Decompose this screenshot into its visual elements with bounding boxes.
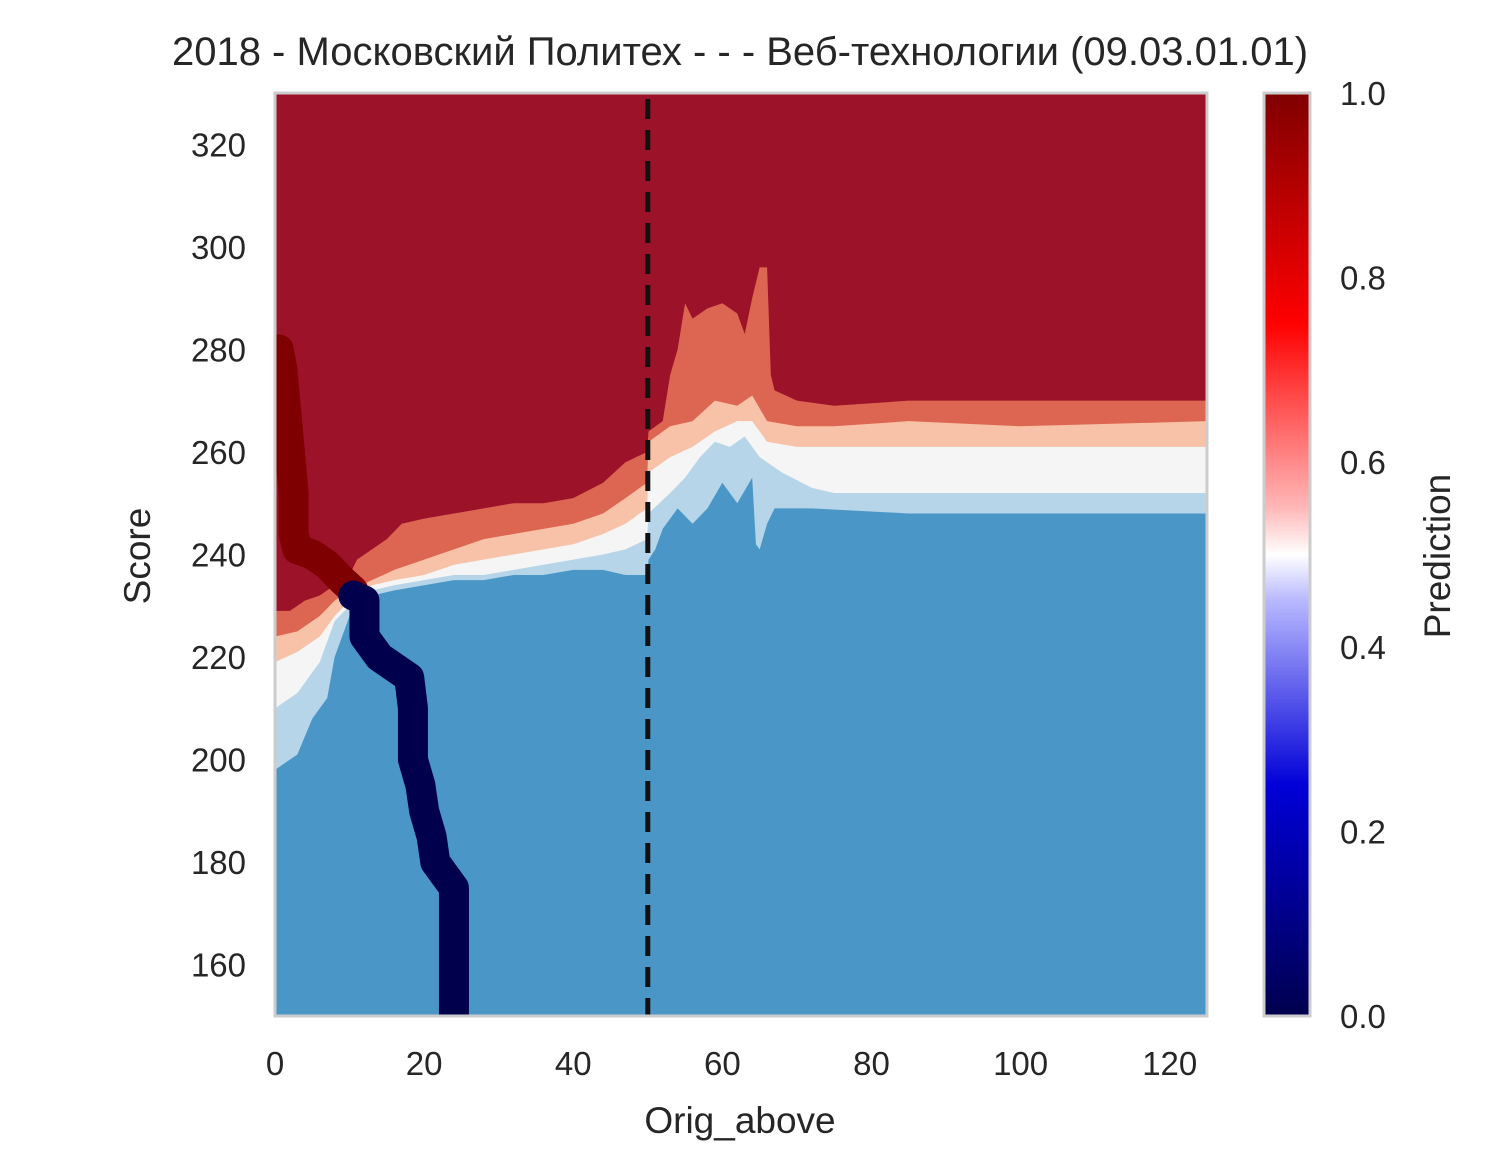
x-tick-label: 100 bbox=[993, 1045, 1048, 1082]
y-tick-label: 280 bbox=[191, 331, 246, 368]
plot-frame bbox=[273, 91, 1209, 1018]
y-tick-label: 220 bbox=[191, 639, 246, 676]
y-tick-label: 320 bbox=[191, 126, 246, 163]
y-tick-label: 160 bbox=[191, 947, 246, 984]
x-tick-label: 120 bbox=[1142, 1045, 1197, 1082]
plot-area bbox=[275, 93, 1207, 1016]
colorbar-label: Prediction bbox=[1417, 474, 1458, 639]
colorbar-tick-label: 0.4 bbox=[1340, 629, 1386, 666]
x-tick-label: 0 bbox=[266, 1045, 284, 1082]
x-tick-label: 20 bbox=[406, 1045, 443, 1082]
y-tick-label: 260 bbox=[191, 434, 246, 471]
colorbar-tick-label: 0.6 bbox=[1340, 444, 1386, 481]
y-tick-label: 200 bbox=[191, 742, 246, 779]
low-prediction-path bbox=[338, 580, 469, 1016]
y-tick-label: 300 bbox=[191, 229, 246, 266]
colorbar bbox=[1262, 91, 1312, 1018]
high-prediction-path bbox=[275, 334, 369, 606]
colorbar-tick-label: 0.8 bbox=[1340, 260, 1386, 297]
colorbar-tick-label: 0.2 bbox=[1340, 813, 1386, 850]
colorbar-tick-label: 1.0 bbox=[1340, 75, 1386, 112]
colorbar-tick-label: 0.0 bbox=[1340, 998, 1386, 1035]
chart-title: 2018 - Московский Политех - - - Веб-техн… bbox=[172, 30, 1308, 74]
y-tick-label: 180 bbox=[191, 844, 246, 881]
y-tick-label: 240 bbox=[191, 537, 246, 574]
x-tick-label: 80 bbox=[853, 1045, 890, 1082]
x-tick-label: 40 bbox=[555, 1045, 592, 1082]
x-tick-label: 60 bbox=[704, 1045, 741, 1082]
contour-band-b5 bbox=[275, 477, 1207, 1016]
y-axis-label: Score bbox=[117, 508, 158, 605]
x-axis-label: Orig_above bbox=[644, 1100, 835, 1141]
